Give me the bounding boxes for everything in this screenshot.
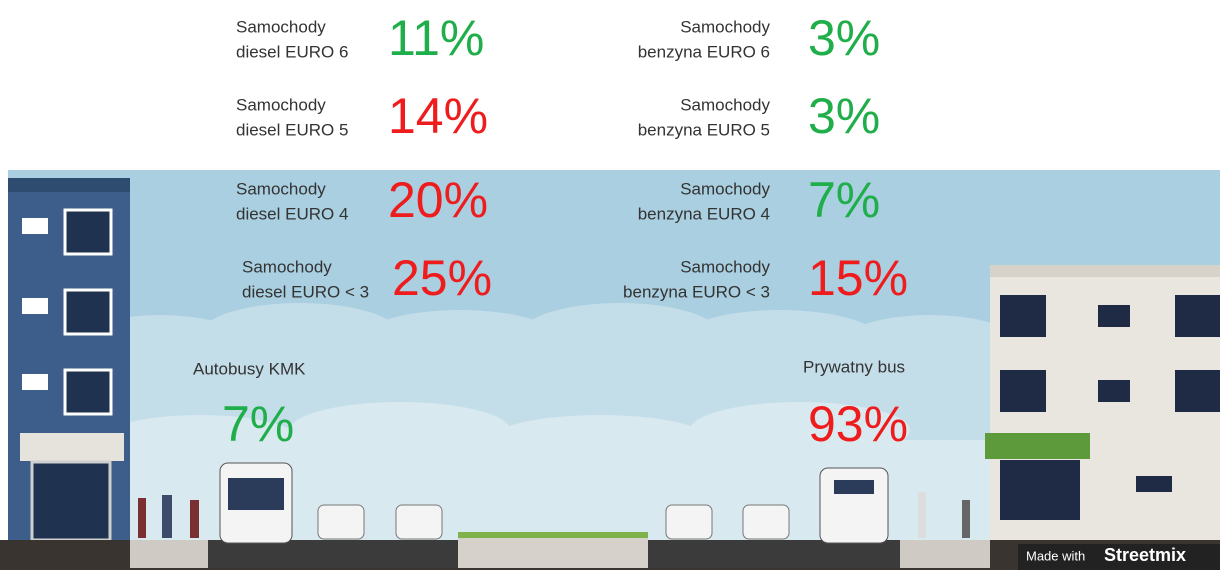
item-percent: 14% xyxy=(388,88,488,144)
item-label: benzyna EURO 4 xyxy=(638,204,770,223)
item-percent: 3% xyxy=(808,10,880,66)
footer-prefix: Made with xyxy=(1026,548,1085,563)
item-percent: 20% xyxy=(388,172,488,228)
item-percent: 3% xyxy=(808,88,880,144)
item-label: Samochody xyxy=(680,95,770,114)
item-label: Samochody xyxy=(680,257,770,276)
page: {"items": [ {"label": ["Samochody", "die… xyxy=(0,0,1220,570)
item-percent: 15% xyxy=(808,250,908,306)
right-building xyxy=(985,265,1220,540)
item-label: diesel EURO 5 xyxy=(236,120,348,139)
item-percent: 11% xyxy=(388,10,484,66)
item-label: diesel EURO 6 xyxy=(236,42,348,61)
street-scene: Made with Streetmix Samochody diesel EURO… xyxy=(0,0,1220,570)
item-percent: 25% xyxy=(392,250,492,306)
item-label: Samochody xyxy=(236,179,326,198)
item-percent: 7% xyxy=(808,172,880,228)
bus-label: Autobusy KMK xyxy=(193,359,306,378)
item-label: benzyna EURO 6 xyxy=(638,42,770,61)
bus-percent: 93% xyxy=(808,396,908,452)
bus-percent: 7% xyxy=(222,396,294,452)
item-label: diesel EURO 4 xyxy=(236,204,348,223)
item-label: Samochody xyxy=(236,95,326,114)
item-label: Samochody xyxy=(680,179,770,198)
footer-brand: Streetmix xyxy=(1104,545,1186,565)
item-label: Samochody xyxy=(680,17,770,36)
item-label: benzyna EURO < 3 xyxy=(623,282,770,301)
left-building xyxy=(8,178,130,540)
item-label: benzyna EURO 5 xyxy=(638,120,770,139)
item-label: diesel EURO < 3 xyxy=(242,282,369,301)
bus-label: Prywatny bus xyxy=(803,357,905,376)
item-label: Samochody xyxy=(242,257,332,276)
item-label: Samochody xyxy=(236,17,326,36)
